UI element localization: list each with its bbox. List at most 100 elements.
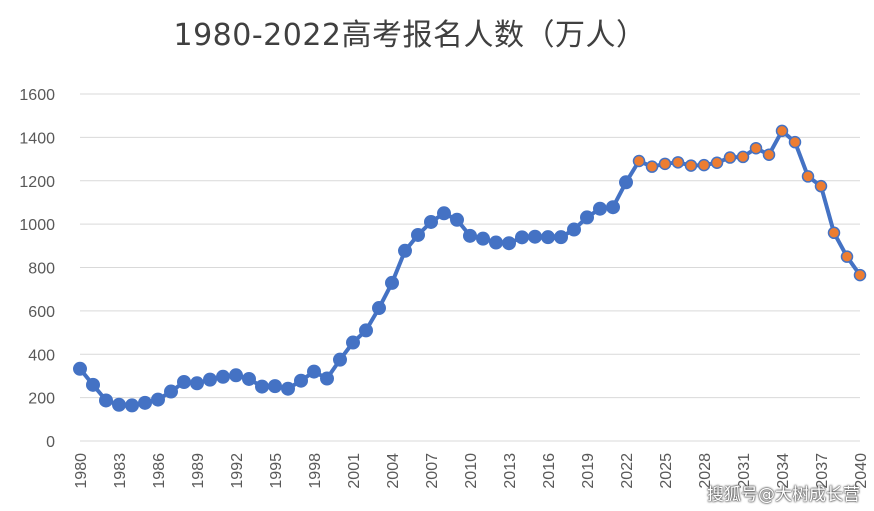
- data-point: [333, 352, 347, 367]
- x-tick-label: 2001: [346, 453, 363, 489]
- x-tick-label: 1983: [112, 453, 129, 489]
- projection-data-point: [814, 179, 828, 193]
- x-tick-label: 2010: [463, 453, 480, 489]
- y-tick-label: 200: [28, 391, 55, 408]
- data-point: [242, 371, 256, 386]
- data-point: [424, 214, 438, 229]
- projection-data-point: [684, 159, 698, 172]
- data-point: [502, 236, 516, 251]
- x-tick-label: 2037: [814, 453, 831, 489]
- data-point: [398, 243, 412, 258]
- projection-data-point: [775, 124, 789, 138]
- data-point: [216, 369, 230, 384]
- data-point: [190, 376, 204, 391]
- data-point: [320, 371, 334, 386]
- x-axis-ticks: 1980 1983 1986 1989 1992 1995 1998 2001 2004 2007…: [73, 453, 870, 489]
- projection-data-point: [749, 141, 763, 155]
- projection-data-point: [723, 151, 737, 164]
- y-tick-label: 1000: [19, 217, 55, 234]
- data-point: [177, 375, 191, 390]
- watermark: 搜狐号@大树成长营: [707, 485, 860, 505]
- x-tick-label: 1989: [190, 453, 207, 489]
- series-lines: [78, 128, 862, 408]
- projection-data-point: [840, 250, 854, 263]
- projection-data-point: [658, 157, 672, 171]
- series-markers: [73, 124, 867, 413]
- x-tick-label: 2019: [580, 453, 597, 489]
- data-point: [294, 373, 308, 388]
- data-point: [619, 175, 633, 190]
- data-point: [151, 392, 165, 407]
- projection-data-point: [788, 135, 802, 149]
- data-point: [86, 377, 100, 392]
- data-point: [255, 379, 269, 394]
- y-tick-label: 1200: [19, 174, 55, 191]
- x-tick-label: 1998: [307, 453, 324, 489]
- y-tick-label: 800: [28, 261, 55, 278]
- data-point: [268, 379, 282, 394]
- data-point: [372, 301, 386, 316]
- x-tick-label: 1992: [229, 453, 246, 489]
- y-tick-label: 0: [46, 434, 55, 451]
- projection-data-point: [697, 158, 711, 172]
- data-point: [567, 222, 581, 237]
- data-point: [476, 231, 490, 246]
- x-tick-label: 2031: [736, 453, 753, 489]
- data-point: [125, 398, 139, 413]
- data-point: [138, 395, 152, 410]
- series-line: [78, 128, 862, 408]
- data-point: [489, 235, 503, 250]
- data-point: [203, 372, 217, 387]
- projection-data-point: [671, 156, 685, 169]
- data-point: [281, 381, 295, 396]
- x-tick-label: 2013: [502, 453, 519, 489]
- chart-title: 1980-2022高考报名人数（万人）: [173, 18, 647, 53]
- projection-data-point: [827, 226, 841, 240]
- x-tick-label: 1980: [73, 453, 90, 489]
- data-point: [307, 364, 321, 379]
- data-point: [580, 210, 594, 225]
- y-tick-label: 400: [28, 347, 55, 364]
- x-tick-label: 2004: [385, 453, 402, 489]
- y-tick-label: 1400: [19, 130, 55, 147]
- data-point: [450, 212, 464, 227]
- x-tick-label: 2022: [619, 453, 636, 489]
- data-point: [73, 361, 87, 376]
- x-tick-label: 1986: [151, 453, 168, 489]
- projection-data-point: [736, 150, 750, 164]
- y-axis-ticks: 0 200 400 600 800 1000 1200 1400 1600: [19, 87, 55, 451]
- data-point: [359, 323, 373, 338]
- y-tick-label: 600: [28, 304, 55, 321]
- data-point: [229, 368, 243, 383]
- data-point: [463, 228, 477, 243]
- projection-data-point: [632, 154, 646, 168]
- projection-data-point: [801, 170, 815, 183]
- data-point: [606, 200, 620, 215]
- projection-data-point: [762, 148, 776, 161]
- data-point: [541, 230, 555, 245]
- x-tick-label: 2028: [697, 453, 714, 489]
- data-point: [385, 275, 399, 290]
- data-point: [164, 384, 178, 399]
- data-point: [437, 206, 451, 221]
- data-point: [112, 397, 126, 412]
- x-tick-label: 1995: [268, 453, 285, 489]
- projection-data-point: [710, 156, 724, 169]
- data-point: [411, 227, 425, 242]
- data-point: [593, 201, 607, 216]
- data-point: [346, 335, 360, 350]
- x-tick-label: 2016: [541, 453, 558, 489]
- data-point: [528, 229, 542, 244]
- x-tick-label: 2040: [853, 453, 870, 489]
- gridlines: [80, 93, 860, 442]
- x-tick-label: 2025: [658, 453, 675, 489]
- x-tick-label: 2034: [775, 453, 792, 489]
- projection-data-point: [853, 268, 867, 282]
- y-tick-label: 1600: [19, 87, 55, 104]
- data-point: [99, 393, 113, 408]
- x-tick-label: 2007: [424, 453, 441, 489]
- data-point: [554, 230, 568, 245]
- projection-data-point: [645, 160, 659, 173]
- data-point: [515, 230, 529, 245]
